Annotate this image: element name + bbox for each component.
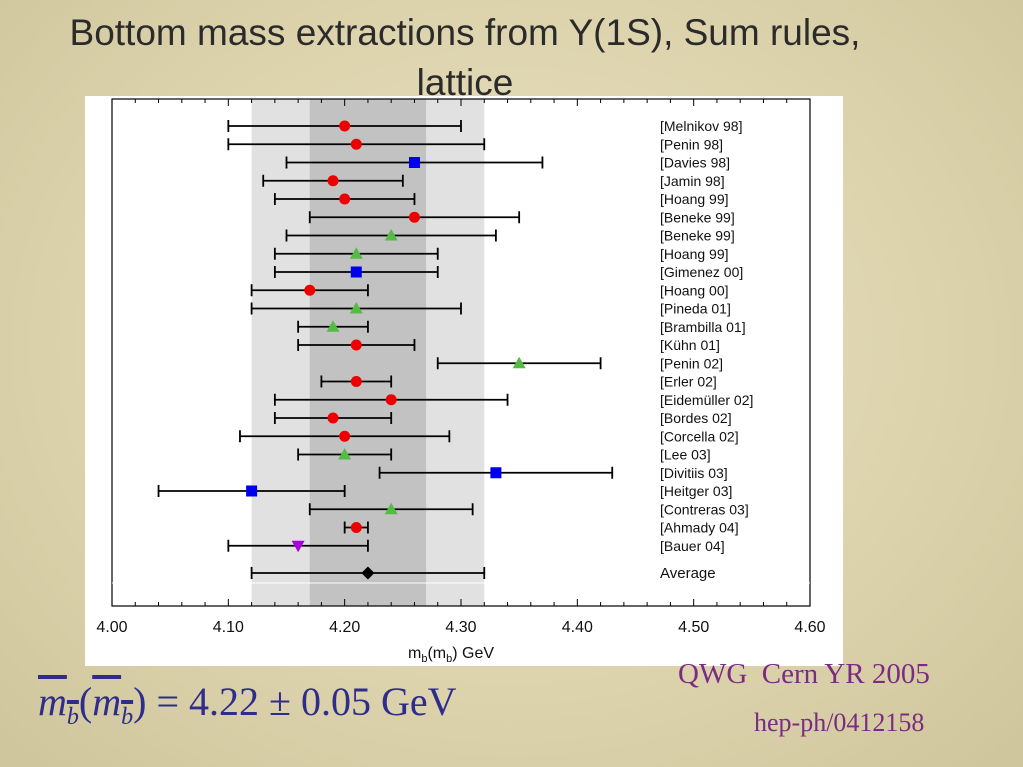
- measurement-marker-square: [490, 467, 502, 479]
- result-formula: mb(mb) = 4.22 ± 0.05 GeV: [38, 678, 456, 731]
- formula-unit: GeV: [380, 679, 457, 724]
- x-axis-label: mb(mb) GeV: [408, 645, 494, 665]
- x-axis-label-subscript: b: [446, 653, 452, 665]
- reference-citation: QWG Cern YR 2005: [678, 658, 930, 690]
- x-tick-label: 4.20: [329, 619, 360, 636]
- measurement-label: [Ahmady 04]: [660, 520, 739, 536]
- measurement-marker-circle: [304, 284, 316, 296]
- measurement-marker-triangle: [338, 448, 352, 460]
- measurement-marker-square: [350, 266, 362, 278]
- formula-m-inner: m: [92, 679, 122, 724]
- x-axis-label-part: m: [408, 645, 421, 662]
- measurement-label: [Eidemüller 02]: [660, 392, 753, 408]
- measurement-marker-circle: [350, 339, 362, 351]
- measurement-marker-circle: [350, 522, 362, 533]
- x-tick-label: 4.40: [562, 619, 593, 636]
- measurement-label: [Hoang 99]: [660, 246, 729, 262]
- formula-sub-inner: b: [121, 704, 134, 730]
- measurement-label: [Gimenez 00]: [660, 264, 743, 280]
- measurement-marker-circle: [408, 211, 420, 223]
- measurement-label: [Hoang 99]: [660, 191, 729, 207]
- measurement-label: [Penin 98]: [660, 136, 723, 152]
- arxiv-reference: hep-ph/0412158: [754, 708, 925, 737]
- measurement-label: [Lee 03]: [660, 447, 711, 463]
- x-tick-label: 4.50: [678, 619, 709, 636]
- measurement-label: [Melnikov 98]: [660, 118, 742, 134]
- measurement-label: [Kühn 01]: [660, 337, 720, 353]
- measurement-marker-triangle: [326, 320, 340, 332]
- measurement-label: [Heitger 03]: [660, 483, 732, 499]
- x-tick-label: 4.60: [794, 619, 825, 636]
- measurement-label: [Pineda 01]: [660, 301, 731, 317]
- measurement-marker-triangle: [512, 356, 526, 369]
- measurement-marker-circle: [350, 376, 362, 387]
- measurement-label: [Brambilla 01]: [660, 319, 746, 335]
- formula-value: 4.22 ± 0.05: [189, 679, 371, 724]
- slide-title: Bottom mass extractions from Y(1S), Sum …: [69, 12, 861, 103]
- measurement-label: [Corcella 02]: [660, 428, 739, 444]
- measurement-marker-circle: [327, 412, 339, 424]
- measurement-marker-circle: [327, 175, 339, 187]
- average-marker-diamond: [361, 566, 375, 580]
- measurement-label: [Contreras 03]: [660, 501, 749, 517]
- measurement-marker-triangle: [349, 302, 363, 314]
- formula-m: m: [38, 679, 67, 724]
- measurement-marker-triangle-down: [291, 540, 305, 553]
- measurement-label: [Bauer 04]: [660, 538, 725, 554]
- formula-equals: =: [156, 679, 179, 724]
- x-axis-label-subscript: b: [421, 653, 427, 665]
- measurement-label: [Erler 02]: [660, 374, 717, 390]
- x-axis-label-part: (m: [427, 645, 446, 662]
- measurement-marker-square: [408, 157, 420, 168]
- measurement-label: [Beneke 99]: [660, 228, 735, 244]
- measurement-label: [Beneke 99]: [660, 209, 735, 225]
- measurement-marker-triangle: [384, 502, 398, 515]
- measurement-marker-circle: [339, 120, 351, 132]
- x-tick-label: 4.00: [96, 619, 127, 636]
- measurement-label: [Bordes 02]: [660, 410, 732, 426]
- measurement-marker-square: [246, 485, 258, 497]
- measurement-label: [Divitiis 03]: [660, 465, 728, 481]
- measurement-marker-circle: [339, 430, 351, 442]
- x-tick-label: 4.10: [213, 619, 244, 636]
- formula-close-paren: ): [133, 679, 147, 724]
- measurement-label: [Davies 98]: [660, 155, 730, 171]
- chart-panel: 4.00 4.10 4.20 4.30 4.40 4.50 4.60 mb(mb) GeV [M…: [85, 96, 843, 666]
- measurement-marker-circle: [350, 138, 362, 150]
- measurement-label: [Hoang 00]: [660, 282, 729, 298]
- x-tick-label: 4.30: [445, 619, 476, 636]
- x-axis-label-part: ) GeV: [452, 645, 494, 662]
- measurement-marker-triangle: [384, 229, 398, 241]
- measurement-marker-circle: [385, 394, 397, 406]
- measurement-marker-circle: [339, 193, 351, 205]
- formula-open-paren: (: [78, 679, 93, 724]
- formula-sub: b: [66, 704, 79, 730]
- measurement-label: [Jamin 98]: [660, 173, 725, 189]
- average-label: Average: [660, 565, 716, 582]
- measurement-marker-triangle: [349, 247, 363, 259]
- measurement-label: [Penin 02]: [660, 355, 723, 371]
